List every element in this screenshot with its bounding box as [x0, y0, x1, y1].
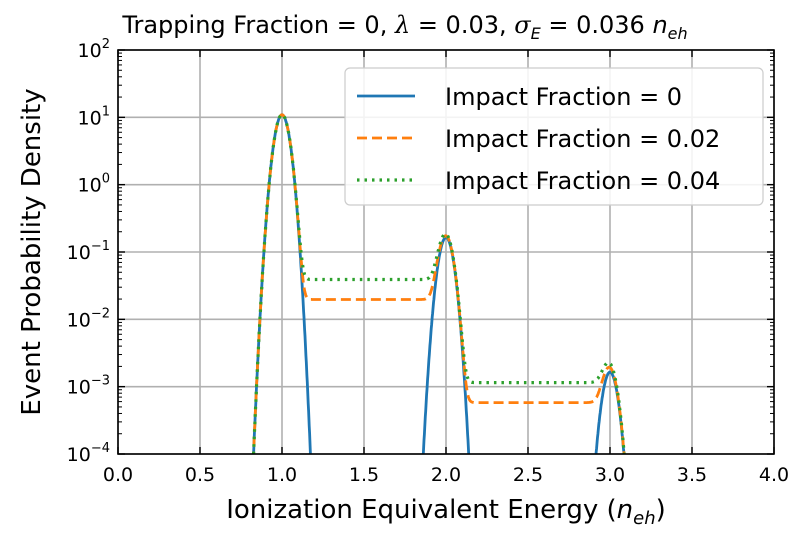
x-tick-label: 1.5 [349, 464, 379, 486]
x-tick-label: 2.0 [431, 464, 461, 486]
series-lines [251, 113, 626, 454]
x-tick-label: 3.5 [677, 464, 707, 486]
series-line-1 [252, 113, 626, 454]
legend: Impact Fraction = 0 Impact Fraction = 0.0… [344, 67, 764, 206]
x-tick-label: 2.5 [513, 464, 543, 486]
y-axis-label: Event Probability Density [17, 88, 47, 415]
series-line-0 [252, 113, 626, 454]
legend-label-0: Impact Fraction = 0 [445, 83, 682, 111]
y-tick-label: 101 [78, 104, 110, 129]
x-tick-labels: 0.0 0.5 1.0 1.5 2.0 2.5 3.0 3.5 4.0 [103, 464, 789, 486]
x-tick-label: 0.5 [185, 464, 215, 486]
y-tick-label: 10−4 [67, 441, 110, 466]
chart-title: Trapping Fraction = 0, λ = 0.03, σE = 0.… [121, 11, 687, 43]
y-tick-label: 100 [78, 172, 110, 197]
legend-label-1: Impact Fraction = 0.02 [445, 125, 720, 153]
plot-frame [117, 49, 775, 455]
y-tick-label: 102 [78, 37, 110, 62]
y-tick-label: 10−1 [67, 239, 110, 264]
y-tick-labels: 102 101 100 10−1 10−2 10−3 10−4 [67, 37, 110, 466]
x-axis-label: Ionization Equivalent Energy (neh) [226, 495, 666, 529]
y-tick-label: 10−3 [67, 374, 110, 399]
legend-label-2: Impact Fraction = 0.04 [445, 167, 720, 195]
x-tick-label: 0.0 [103, 464, 133, 486]
x-tick-label: 1.0 [267, 464, 297, 486]
y-tick-label: 10−2 [67, 306, 110, 331]
x-tick-label: 4.0 [759, 464, 789, 486]
legend-box [344, 67, 764, 206]
x-tick-label: 3.0 [595, 464, 625, 486]
